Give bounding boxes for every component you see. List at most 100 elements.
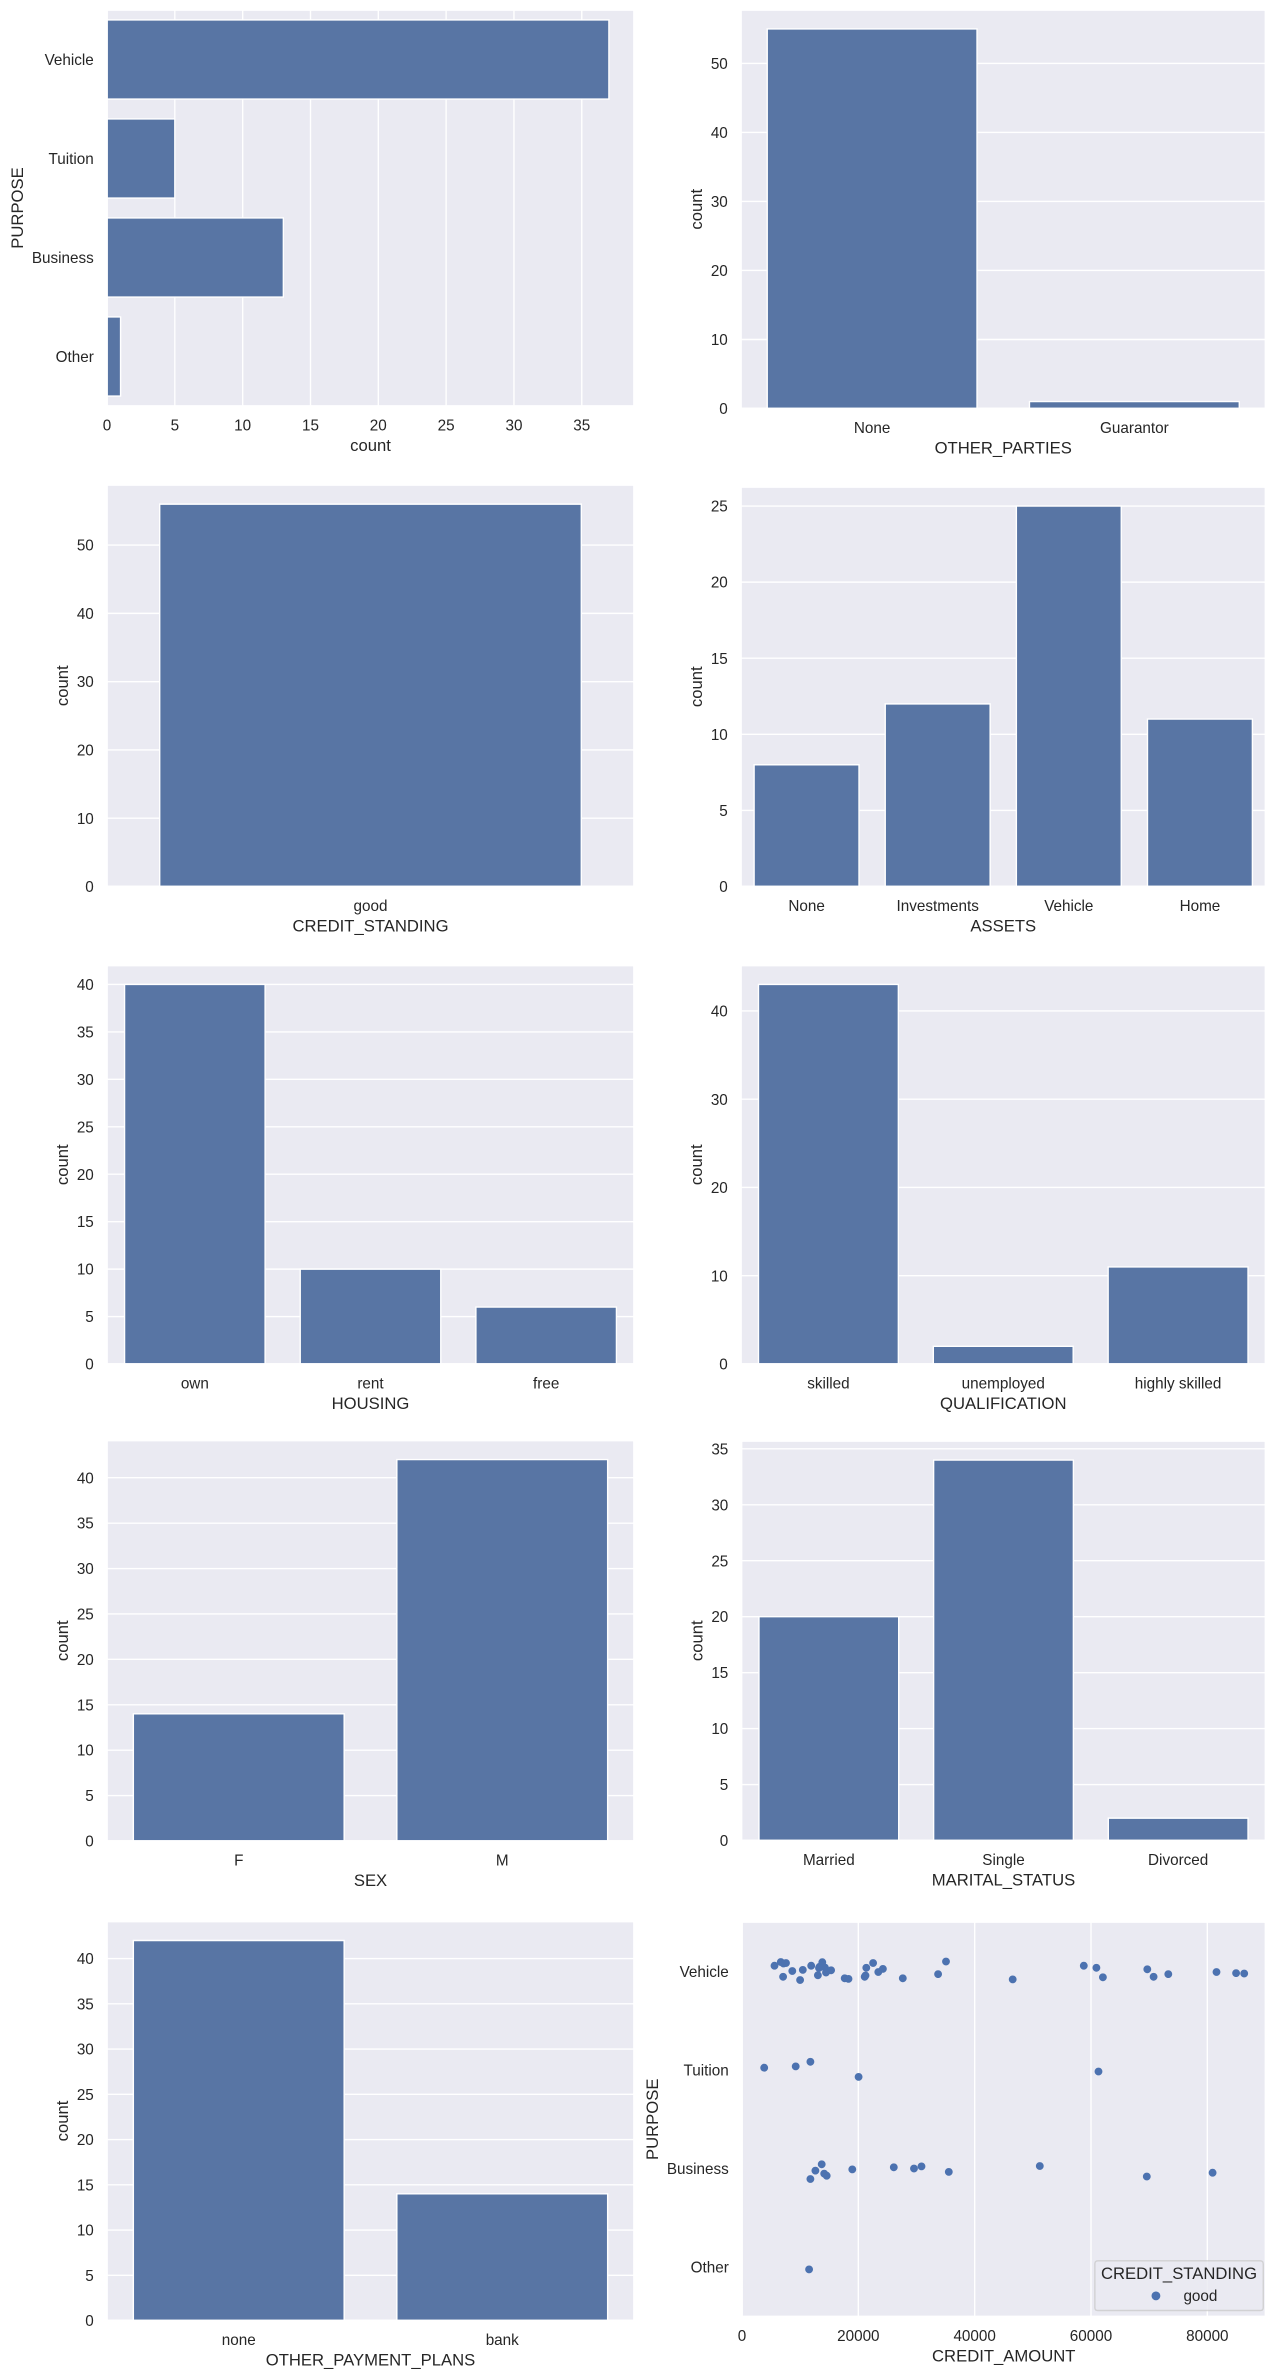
svg-text:5: 5 bbox=[171, 417, 179, 434]
svg-text:20: 20 bbox=[711, 575, 728, 592]
svg-text:count: count bbox=[53, 2100, 72, 2141]
svg-text:20: 20 bbox=[711, 1609, 728, 1626]
svg-text:30: 30 bbox=[77, 674, 94, 691]
svg-text:MARITAL_STATUS: MARITAL_STATUS bbox=[932, 1871, 1075, 1890]
svg-text:Vehicle: Vehicle bbox=[680, 1964, 729, 1981]
svg-text:free: free bbox=[533, 1375, 559, 1392]
svg-text:PURPOSE: PURPOSE bbox=[643, 2079, 662, 2160]
svg-text:OTHER_PARTIES: OTHER_PARTIES bbox=[935, 439, 1072, 458]
svg-text:0: 0 bbox=[719, 879, 728, 896]
svg-text:25: 25 bbox=[711, 499, 728, 516]
svg-text:35: 35 bbox=[77, 1516, 94, 1533]
svg-text:ASSETS: ASSETS bbox=[970, 917, 1036, 936]
svg-text:0: 0 bbox=[719, 401, 728, 418]
svg-text:highly skilled: highly skilled bbox=[1135, 1375, 1222, 1392]
svg-text:25: 25 bbox=[77, 2087, 94, 2104]
svg-text:Tuition: Tuition bbox=[684, 2062, 729, 2079]
svg-text:good: good bbox=[1183, 2288, 1217, 2305]
svg-text:Home: Home bbox=[1180, 898, 1221, 915]
svg-text:rent: rent bbox=[357, 1375, 384, 1392]
svg-text:5: 5 bbox=[85, 1309, 94, 1326]
svg-text:Guarantor: Guarantor bbox=[1100, 420, 1169, 437]
svg-text:own: own bbox=[181, 1375, 209, 1392]
svg-text:0: 0 bbox=[719, 1357, 728, 1374]
svg-text:50: 50 bbox=[711, 56, 728, 73]
svg-text:10: 10 bbox=[711, 1268, 728, 1285]
svg-text:35: 35 bbox=[77, 1996, 94, 2013]
svg-text:20: 20 bbox=[711, 1180, 728, 1197]
svg-text:5: 5 bbox=[719, 803, 728, 820]
svg-text:15: 15 bbox=[77, 1697, 94, 1714]
svg-text:Business: Business bbox=[32, 250, 94, 267]
svg-text:25: 25 bbox=[77, 1119, 94, 1136]
svg-text:bank: bank bbox=[486, 2332, 519, 2349]
svg-text:count: count bbox=[53, 1144, 72, 1185]
svg-text:40: 40 bbox=[77, 1951, 94, 1968]
svg-text:5: 5 bbox=[720, 1777, 729, 1794]
svg-text:30: 30 bbox=[505, 417, 522, 434]
svg-text:F: F bbox=[234, 1852, 243, 1869]
svg-text:CREDIT_STANDING: CREDIT_STANDING bbox=[292, 917, 448, 936]
svg-text:15: 15 bbox=[77, 1214, 94, 1231]
svg-text:30: 30 bbox=[77, 2042, 94, 2059]
svg-text:50: 50 bbox=[77, 538, 94, 555]
svg-text:Single: Single bbox=[982, 1852, 1024, 1869]
svg-text:0: 0 bbox=[85, 879, 94, 896]
svg-text:Vehicle: Vehicle bbox=[1044, 898, 1093, 915]
svg-text:20: 20 bbox=[370, 417, 387, 434]
svg-text:20000: 20000 bbox=[837, 2328, 879, 2345]
svg-text:CREDIT_STANDING: CREDIT_STANDING bbox=[1101, 2264, 1257, 2283]
svg-text:35: 35 bbox=[711, 1441, 728, 1458]
svg-text:40: 40 bbox=[77, 606, 94, 623]
svg-text:30: 30 bbox=[77, 1561, 94, 1578]
svg-text:30: 30 bbox=[711, 194, 728, 211]
svg-text:35: 35 bbox=[77, 1024, 94, 1041]
svg-text:40: 40 bbox=[711, 125, 728, 142]
svg-text:40000: 40000 bbox=[953, 2328, 995, 2345]
svg-text:0: 0 bbox=[85, 1834, 94, 1851]
svg-text:80000: 80000 bbox=[1186, 2328, 1228, 2345]
svg-text:unemployed: unemployed bbox=[962, 1375, 1045, 1392]
svg-text:30: 30 bbox=[711, 1497, 728, 1514]
svg-text:count: count bbox=[687, 189, 706, 230]
svg-text:15: 15 bbox=[77, 2177, 94, 2194]
svg-text:0: 0 bbox=[103, 417, 112, 434]
svg-text:None: None bbox=[788, 898, 825, 915]
svg-text:M: M bbox=[496, 1852, 509, 1869]
svg-text:30: 30 bbox=[77, 1072, 94, 1089]
svg-text:10: 10 bbox=[77, 2223, 94, 2240]
svg-text:0: 0 bbox=[720, 1833, 729, 1850]
svg-text:35: 35 bbox=[573, 417, 590, 434]
svg-text:15: 15 bbox=[711, 1665, 728, 1682]
svg-text:QUALIFICATION: QUALIFICATION bbox=[940, 1394, 1066, 1413]
svg-text:40: 40 bbox=[77, 977, 94, 994]
svg-text:Tuition: Tuition bbox=[49, 151, 94, 168]
svg-text:Divorced: Divorced bbox=[1148, 1852, 1208, 1869]
svg-text:0: 0 bbox=[85, 1357, 94, 1374]
svg-text:count: count bbox=[53, 665, 72, 706]
svg-text:10: 10 bbox=[77, 1743, 94, 1760]
svg-text:60000: 60000 bbox=[1070, 2328, 1112, 2345]
svg-text:0: 0 bbox=[738, 2328, 747, 2345]
svg-text:Other: Other bbox=[691, 2260, 729, 2277]
svg-text:Investments: Investments bbox=[897, 898, 980, 915]
svg-text:20: 20 bbox=[77, 1652, 94, 1669]
svg-text:skilled: skilled bbox=[807, 1375, 849, 1392]
svg-text:10: 10 bbox=[77, 811, 94, 828]
svg-text:5: 5 bbox=[85, 1788, 94, 1805]
svg-text:Married: Married bbox=[803, 1852, 855, 1869]
svg-text:15: 15 bbox=[711, 651, 728, 668]
svg-text:20: 20 bbox=[77, 2132, 94, 2149]
svg-text:25: 25 bbox=[711, 1553, 728, 1570]
svg-text:PURPOSE: PURPOSE bbox=[8, 167, 27, 248]
svg-text:10: 10 bbox=[234, 417, 251, 434]
svg-text:count: count bbox=[687, 666, 706, 707]
svg-text:0: 0 bbox=[85, 2313, 94, 2330]
svg-text:40: 40 bbox=[711, 1003, 728, 1020]
svg-text:10: 10 bbox=[711, 1721, 728, 1738]
svg-text:OTHER_PAYMENT_PLANS: OTHER_PAYMENT_PLANS bbox=[266, 2351, 476, 2370]
svg-text:CREDIT_AMOUNT: CREDIT_AMOUNT bbox=[932, 2347, 1075, 2366]
svg-text:none: none bbox=[222, 2332, 256, 2349]
svg-text:Other: Other bbox=[56, 349, 94, 366]
svg-text:25: 25 bbox=[438, 417, 455, 434]
